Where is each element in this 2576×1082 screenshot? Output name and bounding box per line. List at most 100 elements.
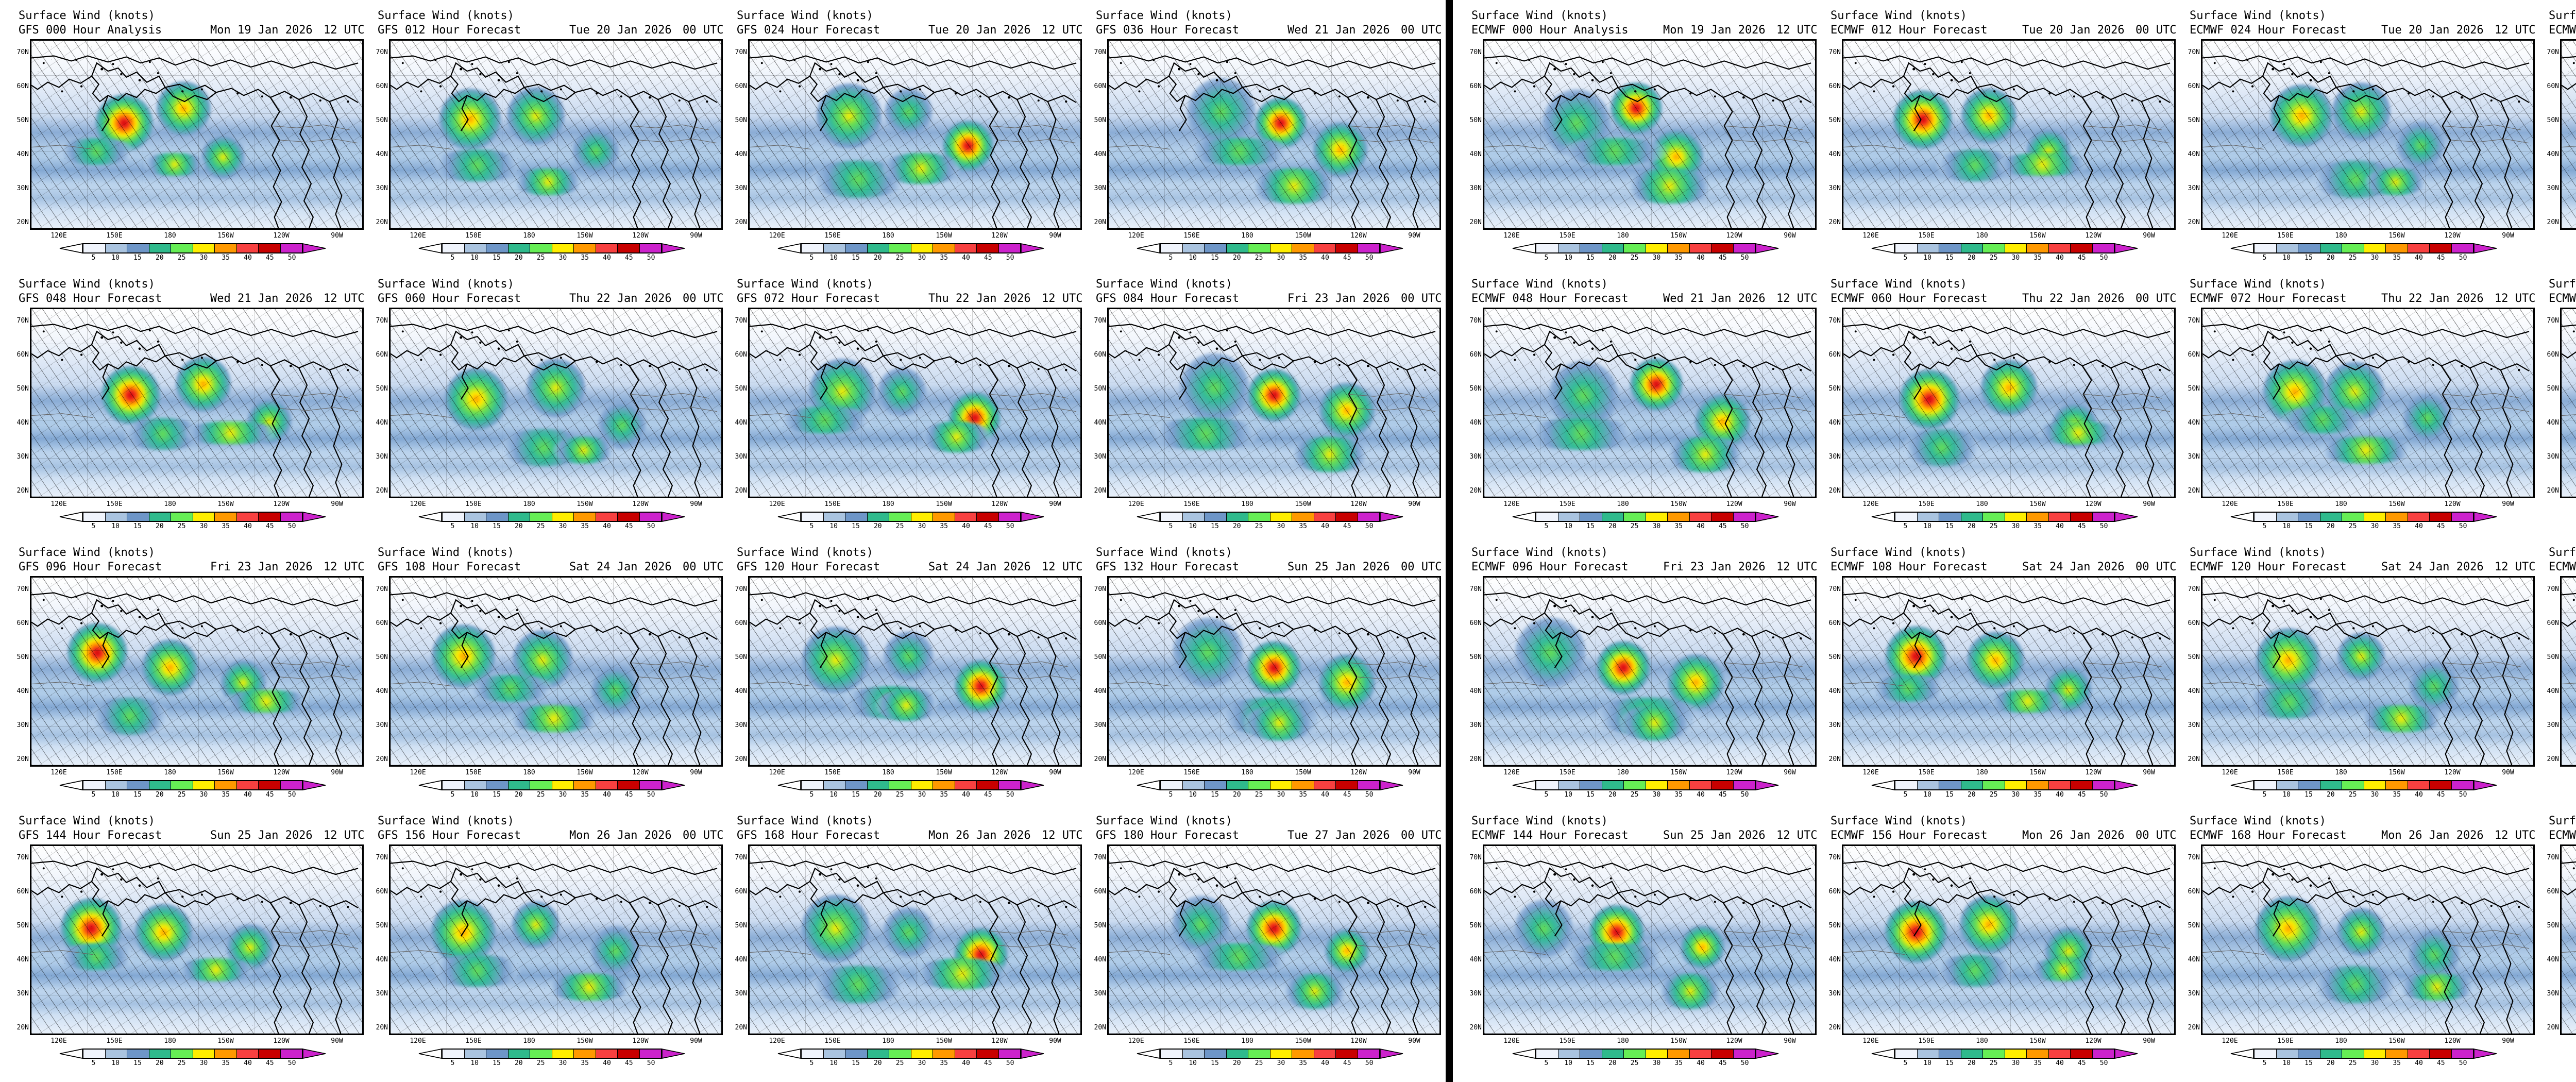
wind-map[interactable] [748, 39, 1082, 230]
colorbar-swatches [1894, 1049, 2115, 1059]
forecast-panel[interactable]: Surface Wind (knots) GFS 000 Hour Analys… [9, 7, 365, 275]
wind-map[interactable] [2560, 844, 2576, 1035]
wind-map[interactable] [1483, 844, 1817, 1035]
forecast-panel[interactable]: Surface Wind (knots) ECMWF 024 Hour Fore… [2180, 7, 2536, 275]
panel-valid-date: Thu 22 Jan 2026 [928, 292, 1031, 305]
forecast-panel[interactable]: Surface Wind (knots) ECMWF 168 Hour Fore… [2180, 813, 2536, 1080]
forecast-panel[interactable]: Surface Wind (knots) ECMWF 048 Hour Fore… [1462, 276, 1818, 544]
lon-tick-label: 180 [164, 1037, 176, 1045]
wind-map[interactable] [389, 576, 723, 767]
forecast-panel[interactable]: Surface Wind (knots) ECMWF 108 Hour Fore… [1821, 544, 2177, 812]
wind-map[interactable] [389, 39, 723, 230]
forecast-panel[interactable]: Surface Wind (knots) GFS 084 Hour Foreca… [1087, 276, 1442, 544]
forecast-panel[interactable]: Surface Wind (knots) GFS 048 Hour Foreca… [9, 276, 365, 544]
wind-map[interactable] [389, 308, 723, 498]
wind-map[interactable] [1483, 576, 1817, 767]
forecast-panel[interactable]: Surface Wind (knots) ECMWF 156 Hour Fore… [1821, 813, 2177, 1080]
colorbar-swatch [2255, 1050, 2277, 1058]
colorbar: 5 10 15 20 25 30 35 40 45 50 [777, 243, 1045, 264]
forecast-panel[interactable]: Surface Wind (knots) ECMWF 000 Hour Anal… [1462, 7, 1818, 275]
map-gridlines [1484, 41, 1815, 228]
forecast-panel[interactable]: Surface Wind (knots) ECMWF 036 Hour Fore… [2539, 7, 2576, 275]
forecast-panel[interactable]: Surface Wind (knots) GFS 108 Hour Foreca… [368, 544, 724, 812]
colorbar-over-arrow [2114, 1049, 2139, 1059]
forecast-panel[interactable]: Surface Wind (knots) GFS 012 Hour Foreca… [368, 7, 724, 275]
wind-maximum [223, 690, 310, 713]
forecast-panel[interactable]: Surface Wind (knots) GFS 168 Hour Foreca… [727, 813, 1083, 1080]
forecast-panel[interactable]: Surface Wind (knots) GFS 144 Hour Foreca… [9, 813, 365, 1080]
wind-map[interactable] [2201, 576, 2535, 767]
colorbar-swatch [127, 1050, 149, 1058]
wind-map[interactable] [2201, 844, 2535, 1035]
panel-valid-date: Sun 25 Jan 2026 [1663, 829, 1766, 842]
lon-tick-label: 180 [523, 500, 535, 508]
forecast-panel[interactable]: Surface Wind (knots) ECMWF 060 Hour Fore… [1821, 276, 2177, 544]
colorbar-swatch [2386, 513, 2408, 521]
colorbar-tick-label: 30 [1277, 1059, 1285, 1067]
wind-map[interactable] [1483, 308, 1817, 498]
colorbar-tick-label: 40 [1697, 1059, 1705, 1067]
forecast-panel[interactable]: Surface Wind (knots) ECMWF 084 Hour Fore… [2539, 276, 2576, 544]
map-gridlines [1484, 578, 1815, 765]
forecast-panel[interactable]: Surface Wind (knots) GFS 132 Hour Foreca… [1087, 544, 1442, 812]
colorbar-swatch [215, 1050, 237, 1058]
lon-tick-label: 120W [273, 769, 290, 776]
forecast-panel[interactable]: Surface Wind (knots) GFS 180 Hour Foreca… [1087, 813, 1442, 1080]
wind-barbs [2202, 309, 2533, 497]
forecast-panel[interactable]: Surface Wind (knots) ECMWF 144 Hour Fore… [1462, 813, 1818, 1080]
wind-map[interactable] [748, 844, 1082, 1035]
wind-map[interactable] [30, 39, 364, 230]
lon-tick-label: 180 [1617, 769, 1629, 776]
wind-map[interactable] [1842, 39, 2176, 230]
wind-map[interactable] [2560, 39, 2576, 230]
colorbar-swatch [1646, 244, 1668, 252]
forecast-panel[interactable]: Surface Wind (knots) ECMWF 096 Hour Fore… [1462, 544, 1818, 812]
forecast-panel[interactable]: Surface Wind (knots) GFS 156 Hour Foreca… [368, 813, 724, 1080]
forecast-panel[interactable]: Surface Wind (knots) GFS 024 Hour Foreca… [727, 7, 1083, 275]
wind-map[interactable] [1107, 39, 1441, 230]
forecast-panel[interactable]: Surface Wind (knots) ECMWF 180 Hour Fore… [2539, 813, 2576, 1080]
wind-map[interactable] [2560, 308, 2576, 498]
forecast-panel[interactable]: Surface Wind (knots) GFS 060 Hour Foreca… [368, 276, 724, 544]
wind-maximum [445, 368, 508, 431]
forecast-panel[interactable]: Surface Wind (knots) ECMWF 072 Hour Fore… [2180, 276, 2536, 544]
wind-map[interactable] [748, 308, 1082, 498]
colorbar-tick-label: 45 [1343, 522, 1351, 530]
forecast-panel[interactable]: Surface Wind (knots) ECMWF 120 Hour Fore… [2180, 544, 2536, 812]
forecast-panel[interactable]: Surface Wind (knots) ECMWF 132 Hour Fore… [2539, 544, 2576, 812]
forecast-panel[interactable]: Surface Wind (knots) GFS 096 Hour Foreca… [9, 544, 365, 812]
colorbar-swatch [2320, 244, 2342, 252]
wind-map[interactable] [30, 844, 364, 1035]
forecast-panel[interactable]: Surface Wind (knots) GFS 120 Hour Foreca… [727, 544, 1083, 812]
colorbar-swatch [2276, 244, 2298, 252]
lon-tick-label: 120E [1503, 1037, 1520, 1045]
wind-map[interactable] [2201, 39, 2535, 230]
colorbar-tick-label: 45 [265, 522, 274, 530]
wind-map[interactable] [30, 308, 364, 498]
wind-map[interactable] [1107, 308, 1441, 498]
wind-map[interactable] [2201, 308, 2535, 498]
forecast-panel[interactable]: Surface Wind (knots) GFS 036 Hour Foreca… [1087, 7, 1442, 275]
lon-tick-label: 90W [2502, 500, 2514, 508]
wind-map[interactable] [1107, 844, 1441, 1035]
wind-map[interactable] [1842, 844, 2176, 1035]
wind-map[interactable] [1483, 39, 1817, 230]
wind-map[interactable] [1842, 576, 2176, 767]
wind-map[interactable] [389, 844, 723, 1035]
wind-map[interactable] [1842, 308, 2176, 498]
wind-map[interactable] [748, 576, 1082, 767]
lon-tick-label: 90W [2143, 1037, 2155, 1045]
colorbar-swatches [1160, 780, 1380, 790]
forecast-panel[interactable]: Surface Wind (knots) GFS 072 Hour Foreca… [727, 276, 1083, 544]
colorbar-tick-label: 10 [111, 254, 120, 262]
wind-map[interactable] [1107, 576, 1441, 767]
wind-map[interactable] [2560, 576, 2576, 767]
forecast-panel[interactable]: Surface Wind (knots) ECMWF 012 Hour Fore… [1821, 7, 2177, 275]
colorbar-tick-label: 20 [1967, 1059, 1976, 1067]
lat-tick-label: 60N [1094, 888, 1106, 895]
colorbar-swatch [1161, 513, 1183, 521]
colorbar-swatch [2027, 1050, 2049, 1058]
panel-valid-date: Wed 21 Jan 2026 [210, 292, 313, 305]
lon-tick-label: 180 [523, 232, 535, 240]
wind-map[interactable] [30, 576, 364, 767]
